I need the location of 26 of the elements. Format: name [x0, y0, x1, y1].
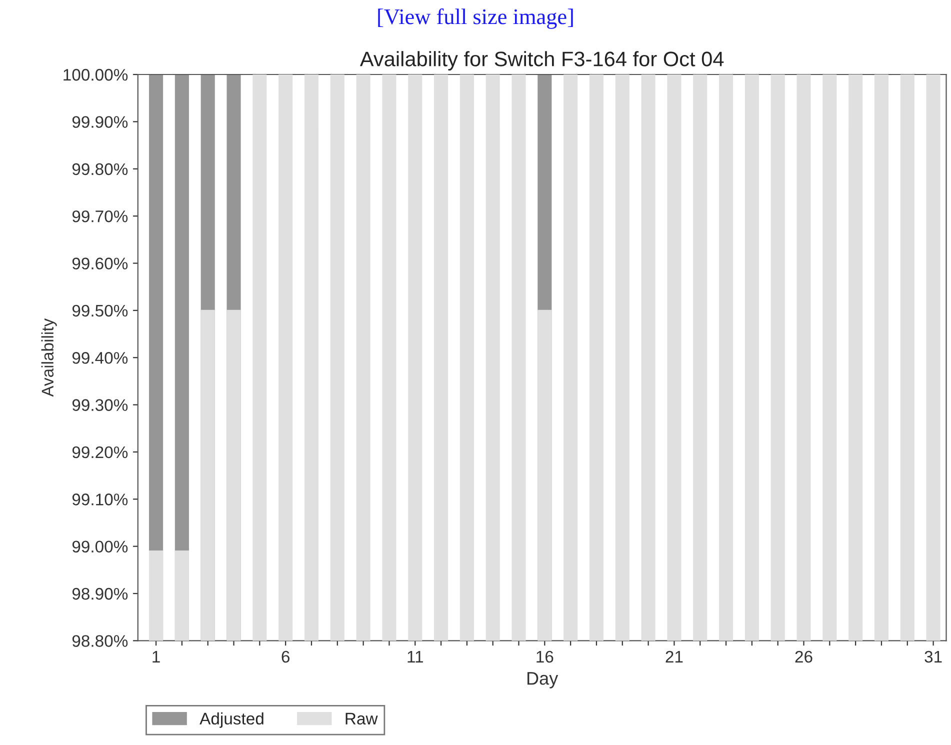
x-tick-label: 31 — [924, 650, 942, 663]
x-tick-label: 6 — [282, 650, 290, 663]
legend-label: Adjusted — [200, 712, 264, 728]
y-tick-label: 99.00% — [72, 540, 128, 553]
x-tick-label: 26 — [795, 650, 812, 663]
y-tick-label: 99.80% — [72, 163, 128, 176]
y-tick-label: 99.40% — [72, 352, 128, 364]
x-tick-label: 21 — [666, 650, 683, 662]
y-tick-label: 99.50% — [72, 304, 128, 317]
x-axis-title: Day — [527, 672, 558, 688]
y-tick-label: 98.80% — [72, 635, 128, 647]
y-axis-title: Availability — [41, 318, 57, 397]
y-tick-label: 100.00% — [64, 68, 128, 81]
legend-label: Raw — [346, 712, 378, 725]
x-tick-label: 16 — [536, 650, 554, 663]
y-tick-label: 99.30% — [72, 399, 128, 411]
text: [View full size image] — [378, 8, 573, 29]
y-tick-label: 99.70% — [72, 210, 128, 222]
y-tick-label: 99.20% — [72, 446, 128, 458]
chart-title: Availability for Switch F3-164 for Oct 04 — [360, 51, 724, 70]
y-tick-label: 99.60% — [72, 258, 128, 270]
y-tick-label: 99.10% — [72, 494, 128, 506]
x-tick-label: 11 — [408, 651, 423, 662]
x-tick-label: 1 — [152, 651, 160, 662]
y-tick-label: 98.90% — [72, 588, 128, 600]
y-tick-label: 99.90% — [72, 116, 128, 128]
